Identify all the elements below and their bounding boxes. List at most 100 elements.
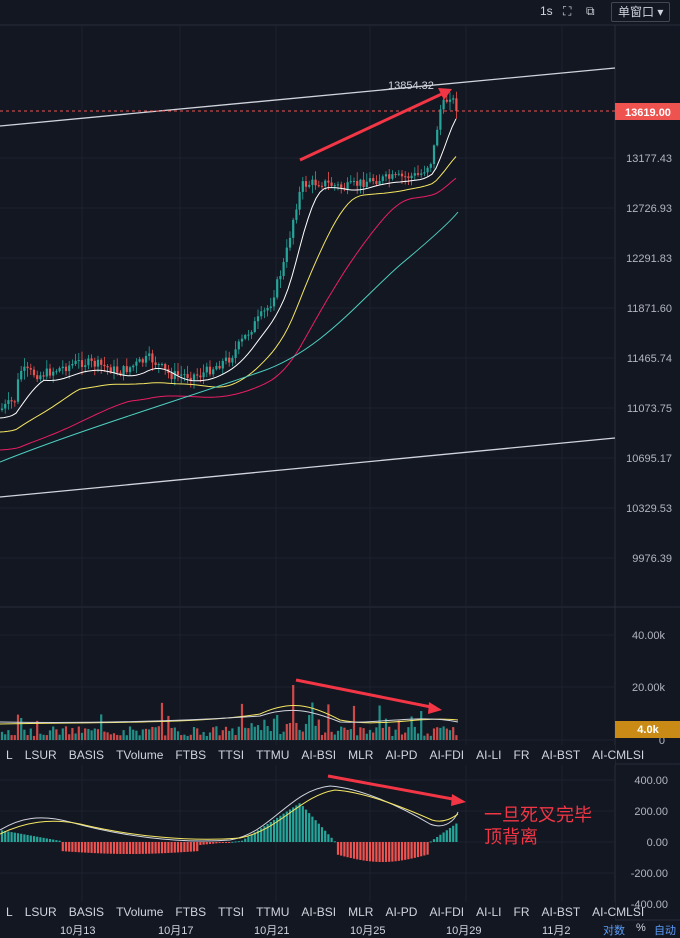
volume-bar bbox=[272, 718, 276, 740]
macd-bar bbox=[55, 840, 58, 842]
volume-current-label: 4.0k bbox=[637, 724, 659, 736]
volume-bar bbox=[125, 735, 128, 740]
indicator-tab[interactable]: AI-CMLSI bbox=[592, 748, 645, 762]
macd-bar bbox=[141, 842, 144, 854]
macd-bar bbox=[292, 807, 295, 842]
indicator-tab[interactable]: AI-CMLSI bbox=[592, 905, 645, 919]
indicator-tab[interactable]: L bbox=[6, 905, 13, 919]
volume-bar bbox=[452, 727, 455, 740]
indicator-tab[interactable]: TTSI bbox=[218, 748, 245, 762]
candle bbox=[132, 365, 135, 368]
macd-bar bbox=[180, 842, 183, 853]
candle bbox=[52, 371, 55, 376]
volume-bar bbox=[327, 704, 330, 740]
volume-bar bbox=[42, 734, 45, 740]
indicator-tab[interactable]: MLR bbox=[348, 748, 374, 762]
candle bbox=[0, 408, 4, 410]
macd-bar bbox=[125, 842, 128, 854]
macd-bar bbox=[301, 806, 304, 842]
indicator-tab[interactable]: LSUR bbox=[24, 905, 57, 919]
date-label: 10月17 bbox=[158, 925, 194, 937]
indicator-tab[interactable]: AI-PD bbox=[385, 905, 418, 919]
indicator-tab[interactable]: MLR bbox=[348, 905, 374, 919]
candle bbox=[186, 374, 189, 378]
indicator-tab[interactable]: AI-LI bbox=[476, 905, 502, 919]
price-tick-label: 12726.93 bbox=[626, 203, 672, 215]
volume-bar bbox=[333, 734, 336, 740]
candle bbox=[103, 364, 106, 367]
indicator-tab[interactable]: AI-LI bbox=[476, 748, 502, 762]
volume-bar bbox=[7, 730, 10, 740]
candle bbox=[138, 359, 141, 362]
arrowhead-macd bbox=[451, 794, 466, 806]
volume-bar bbox=[186, 735, 189, 740]
candle bbox=[320, 185, 324, 187]
indicator-tab[interactable]: L bbox=[6, 748, 13, 762]
volume-bar bbox=[372, 732, 375, 740]
volume-bar bbox=[381, 727, 384, 740]
popout-icon[interactable]: ⧉ bbox=[586, 4, 595, 18]
indicator-tab[interactable]: AI-PD bbox=[385, 748, 418, 762]
volume-bar bbox=[407, 727, 410, 740]
macd-bar bbox=[212, 842, 215, 844]
candle bbox=[61, 366, 64, 369]
interval-label[interactable]: 1s bbox=[540, 4, 553, 18]
macd-bar bbox=[388, 842, 391, 862]
indicator-tab[interactable]: TVolume bbox=[116, 905, 164, 919]
macd-bar bbox=[71, 842, 74, 852]
indicator-tab[interactable]: BASIS bbox=[68, 748, 105, 762]
indicator-tab[interactable]: TTMU bbox=[256, 748, 290, 762]
channel-lower-line bbox=[0, 437, 616, 498]
macd-bar bbox=[260, 828, 263, 842]
candle bbox=[119, 372, 122, 376]
candle bbox=[224, 357, 228, 361]
candle bbox=[240, 338, 244, 342]
macd-bar bbox=[336, 842, 340, 855]
indicator-tab[interactable]: TTMU bbox=[256, 905, 290, 919]
indicator-tab[interactable]: TTSI bbox=[218, 905, 245, 919]
candle bbox=[317, 185, 320, 187]
single-window-button[interactable]: 单窗口 ▾ bbox=[611, 2, 671, 22]
indicator-tab[interactable]: AI-BST bbox=[541, 905, 581, 919]
candle bbox=[375, 181, 378, 184]
volume-bar bbox=[55, 729, 58, 740]
volume-bar bbox=[164, 735, 167, 740]
arrowhead-volume bbox=[428, 702, 442, 714]
indicator-tab[interactable]: FTBS bbox=[175, 905, 207, 919]
candle bbox=[218, 365, 221, 369]
indicator-tab[interactable]: AI-BSI bbox=[301, 905, 337, 919]
candle bbox=[144, 355, 148, 363]
candle bbox=[160, 364, 164, 366]
indicator-tab[interactable]: FR bbox=[513, 748, 530, 762]
indicator-tab[interactable]: AI-FDI bbox=[429, 905, 465, 919]
candle bbox=[359, 179, 362, 186]
scale-option[interactable]: 自动 bbox=[654, 925, 676, 937]
indicator-tab[interactable]: AI-BSI bbox=[301, 748, 337, 762]
indicator-tab[interactable]: AI-BST bbox=[541, 748, 581, 762]
indicator-tab[interactable]: AI-FDI bbox=[429, 748, 465, 762]
candle bbox=[394, 174, 397, 176]
indicator-tab[interactable]: BASIS bbox=[68, 905, 105, 919]
indicator-tab[interactable]: TVolume bbox=[116, 748, 164, 762]
indicator-tab[interactable]: FTBS bbox=[175, 748, 207, 762]
scale-option[interactable]: 对数 bbox=[603, 925, 625, 937]
volume-bar bbox=[455, 735, 458, 740]
price-tick-label: 11871.60 bbox=[627, 303, 672, 315]
indicator-tab[interactable]: FR bbox=[513, 905, 530, 919]
candle bbox=[23, 366, 26, 371]
volume-bar bbox=[74, 733, 77, 740]
candle bbox=[196, 374, 199, 376]
candle bbox=[400, 173, 404, 177]
scale-option[interactable]: % bbox=[636, 922, 646, 934]
expand-icon[interactable]: ⛶ bbox=[563, 4, 572, 18]
candle bbox=[36, 375, 39, 380]
indicator-tab[interactable]: LSUR bbox=[24, 748, 57, 762]
volume-bar bbox=[320, 734, 324, 740]
macd-bar bbox=[426, 842, 429, 855]
macd-bar bbox=[253, 832, 256, 842]
volume-bar bbox=[388, 726, 391, 740]
volume-bar bbox=[400, 734, 404, 740]
macd-bar bbox=[340, 842, 343, 856]
macd-bar bbox=[368, 842, 372, 862]
